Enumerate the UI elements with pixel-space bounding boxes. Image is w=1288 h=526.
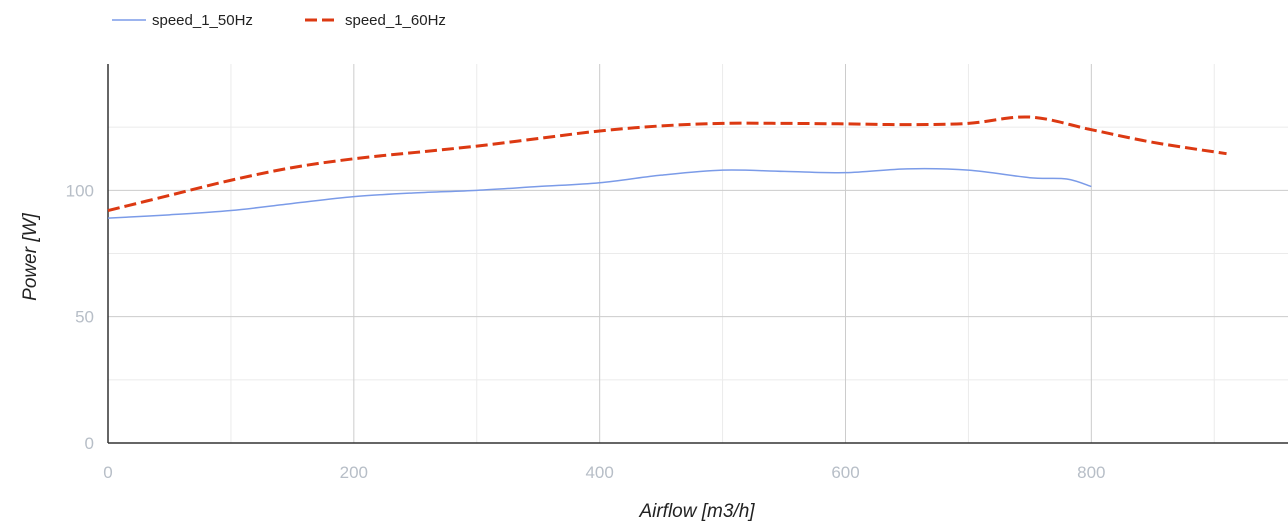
y-tick-label: 0 <box>85 434 94 453</box>
chart-legend: speed_1_50Hz speed_1_60Hz <box>112 12 446 29</box>
y-tick-label: 100 <box>66 181 94 200</box>
x-tick-label: 200 <box>340 463 368 482</box>
legend-label-speed_1_60Hz: speed_1_60Hz <box>345 12 446 29</box>
chart-gridlines <box>108 64 1288 443</box>
x-tick-label: 800 <box>1077 463 1105 482</box>
y-tick-label: 50 <box>75 308 94 327</box>
chart-series <box>107 115 1227 219</box>
x-axis-title: Airflow [m3/h] <box>638 501 755 522</box>
x-tick-label: 400 <box>585 463 613 482</box>
x-tick-label: 0 <box>103 463 112 482</box>
series-line-speed_1_50Hz <box>107 167 1092 219</box>
legend-label-speed_1_50Hz: speed_1_50Hz <box>152 12 253 29</box>
chart-axes <box>107 64 1288 444</box>
x-tick-label: 600 <box>831 463 859 482</box>
series-line-speed_1_60Hz <box>107 115 1227 213</box>
chart-tick-labels: 0 200 400 600 800 0 50 100 <box>66 181 1106 482</box>
y-axis-title: Power [W] <box>20 212 41 300</box>
